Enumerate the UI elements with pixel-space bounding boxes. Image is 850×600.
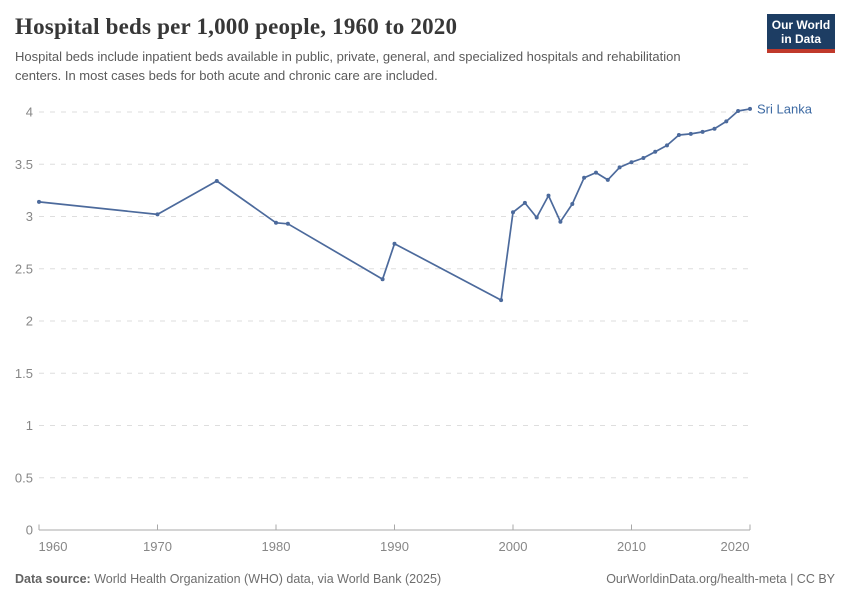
- data-source-label: Data source:: [15, 572, 91, 586]
- x-tick-label: 2020: [721, 539, 750, 554]
- y-tick-label: 4: [26, 105, 33, 120]
- y-tick-label: 0: [26, 523, 33, 538]
- data-point-marker[interactable]: [558, 219, 563, 224]
- chart-subtitle: Hospital beds include inpatient beds ava…: [15, 49, 681, 83]
- owid-logo-text: Our World in Data: [767, 14, 835, 49]
- series-end-label[interactable]: Sri Lanka: [757, 101, 813, 116]
- data-point-marker[interactable]: [499, 298, 504, 303]
- x-tick-label: 2010: [617, 539, 646, 554]
- data-point-marker[interactable]: [285, 221, 290, 226]
- y-tick-label: 1.5: [15, 366, 33, 381]
- owid-logo-line1: Our World: [771, 18, 831, 32]
- data-point-marker[interactable]: [617, 165, 622, 170]
- owid-logo-line2: in Data: [780, 32, 821, 46]
- x-tick-label: 2000: [499, 539, 528, 554]
- series-line[interactable]: [38, 108, 751, 301]
- owid-logo: Our World in Data: [767, 14, 835, 53]
- data-point-marker[interactable]: [392, 241, 397, 246]
- data-point-marker[interactable]: [546, 193, 551, 198]
- data-point-marker[interactable]: [37, 199, 41, 204]
- data-point-marker[interactable]: [522, 200, 527, 205]
- data-point-marker[interactable]: [724, 119, 729, 124]
- y-tick-label: 2: [26, 314, 33, 329]
- data-point-marker[interactable]: [511, 210, 515, 215]
- owid-logo-red-bar: [767, 49, 835, 53]
- data-source-line: Data source: World Health Organization (…: [15, 572, 441, 586]
- x-tick-label: 1970: [143, 539, 172, 554]
- chart-footer: Data source: World Health Organization (…: [15, 572, 835, 586]
- y-tick-label: 0.5: [15, 470, 33, 485]
- data-point-marker[interactable]: [594, 170, 598, 175]
- y-tick-label: 3: [26, 209, 33, 224]
- data-point-marker[interactable]: [748, 106, 752, 111]
- y-tick-label: 2.5: [15, 261, 33, 276]
- data-point-marker[interactable]: [570, 202, 575, 206]
- data-point-marker[interactable]: [274, 220, 278, 225]
- data-point-marker[interactable]: [688, 131, 693, 136]
- data-point-marker[interactable]: [676, 133, 681, 137]
- data-point-marker[interactable]: [629, 160, 634, 165]
- data-point-marker[interactable]: [653, 149, 658, 154]
- y-tick-label: 3.5: [15, 157, 33, 172]
- data-point-marker[interactable]: [665, 143, 669, 148]
- chart-header: Hospital beds per 1,000 people, 1960 to …: [15, 14, 835, 86]
- x-tick-label: 1990: [380, 539, 409, 554]
- data-point-marker[interactable]: [605, 177, 610, 182]
- y-tick-label: 1: [26, 418, 33, 433]
- data-point-marker[interactable]: [641, 156, 646, 160]
- data-point-marker[interactable]: [736, 109, 741, 113]
- x-tick-label: 1980: [262, 539, 291, 554]
- data-point-marker[interactable]: [712, 126, 717, 131]
- footer-license-link[interactable]: OurWorldinData.org/health-meta | CC BY: [606, 572, 835, 586]
- chart-title: Hospital beds per 1,000 people, 1960 to …: [15, 14, 458, 39]
- x-tick-label: 1960: [39, 539, 68, 554]
- data-point-marker[interactable]: [214, 179, 219, 183]
- data-point-marker[interactable]: [582, 175, 587, 180]
- data-point-marker[interactable]: [380, 277, 385, 282]
- data-source-text: World Health Organization (WHO) data, vi…: [90, 572, 442, 586]
- data-point-marker[interactable]: [155, 212, 160, 217]
- data-point-marker[interactable]: [700, 129, 705, 134]
- data-point-marker[interactable]: [534, 215, 539, 220]
